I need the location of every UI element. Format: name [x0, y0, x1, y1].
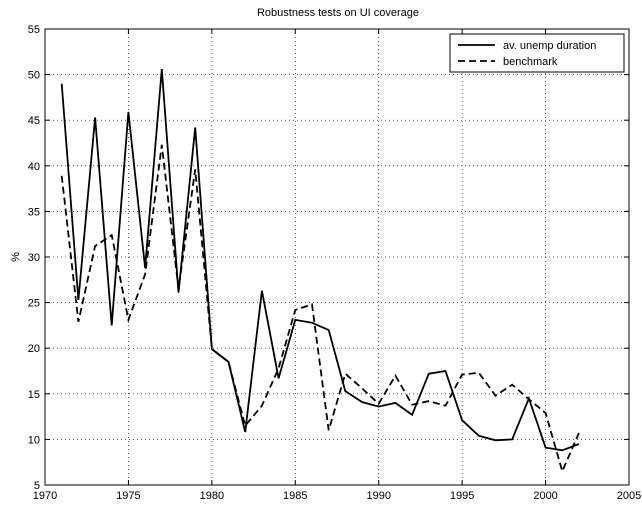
- y-tick-label: 50: [28, 70, 40, 82]
- y-tick-label: 5: [34, 480, 40, 492]
- series-layer: [60, 69, 580, 474]
- y-tick-label: 40: [28, 161, 40, 173]
- x-tick-label: 1990: [366, 490, 390, 502]
- y-tick-label: 20: [28, 343, 40, 355]
- chart-title: Robustness tests on UI coverage: [257, 7, 419, 19]
- x-tick-label: 2000: [533, 490, 557, 502]
- legend-label-av-unemp-duration: av. unemp duration: [503, 40, 596, 52]
- x-tick-label: 1970: [33, 490, 57, 502]
- axis-ticks: 1970 1975 1980 1985 1990 1995 2000 2005 5 10 15 20 2…: [28, 24, 641, 502]
- legend-box: [449, 33, 625, 73]
- y-axis-label: %: [10, 252, 22, 262]
- x-tick-label: 2005: [617, 490, 641, 502]
- series-line-av-unemp-duration: [60, 69, 580, 452]
- y-tick-label: 15: [28, 389, 40, 401]
- x-tick-label: 1975: [116, 490, 140, 502]
- series-line-benchmark: [60, 144, 580, 474]
- legend: av. unemp duration benchmark: [449, 33, 625, 73]
- y-tick-label: 45: [28, 115, 40, 127]
- x-tick-label: 1995: [450, 490, 474, 502]
- legend-label-benchmark: benchmark: [503, 56, 558, 68]
- y-tick-label: 25: [28, 298, 40, 310]
- x-tick-label: 1980: [200, 490, 224, 502]
- y-tick-label: 10: [28, 434, 40, 446]
- x-tick-label: 1985: [283, 490, 307, 502]
- y-tick-label: 55: [28, 24, 40, 36]
- y-tick-label: 35: [28, 206, 40, 218]
- y-tick-label: 30: [28, 252, 40, 264]
- grid-lines: [44, 28, 630, 486]
